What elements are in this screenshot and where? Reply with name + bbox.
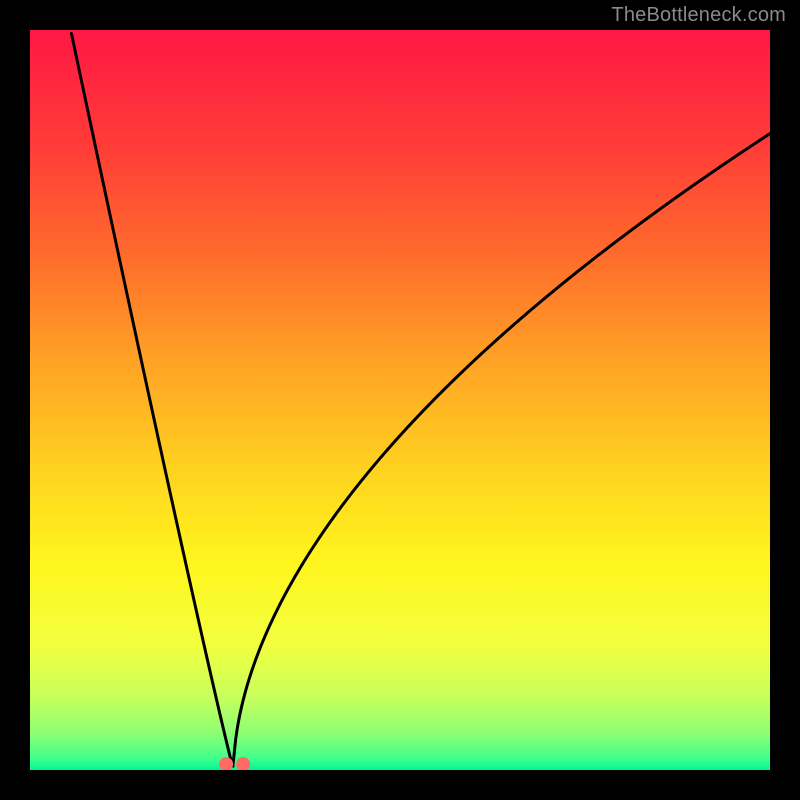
plot-area bbox=[30, 30, 770, 770]
watermark-label: TheBottleneck.com bbox=[611, 4, 786, 27]
gradient-background bbox=[30, 30, 770, 770]
chart-svg bbox=[30, 30, 770, 770]
chart-frame: TheBottleneck.com bbox=[0, 0, 800, 800]
